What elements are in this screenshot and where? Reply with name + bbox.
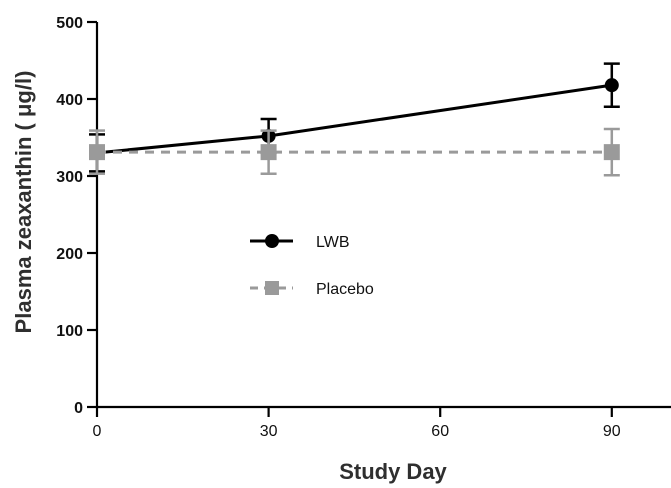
y-tick-label-200: 200 [56,246,83,263]
y-axis-title: Plasma zeaxanthin ( μg/l) [11,71,36,334]
point-lwb-90 [604,78,619,93]
y-tick-label-300: 300 [56,169,83,186]
legend-marker-lwb [265,234,279,248]
point-placebo-30 [260,144,277,161]
y-tick-label-100: 100 [56,323,83,340]
axes [95,22,671,409]
legend-item-placebo: Placebo [250,281,374,298]
y-tick-label-400: 400 [56,92,83,109]
point-placebo-90 [603,144,620,161]
legend: LWB Placebo [250,234,374,298]
x-tick-label-30: 30 [260,423,278,440]
y-tick-label-0: 0 [74,400,83,417]
y-axis-ticks: 0 100 200 300 400 500 [56,15,97,417]
legend-marker-placebo [265,281,279,295]
x-axis-ticks: 0 30 60 90 [93,407,621,440]
x-axis-title: Study Day [339,459,447,484]
x-tick-label-90: 90 [603,423,621,440]
series-placebo [89,127,620,177]
x-tick-label-0: 0 [93,423,102,440]
series-lwb [89,62,620,173]
legend-label-placebo: Placebo [316,281,374,298]
series-layer [89,62,620,177]
series-line-lwb [96,83,613,155]
y-tick-label-500: 500 [56,15,83,32]
x-tick-label-60: 60 [431,423,449,440]
legend-item-lwb: LWB [250,234,349,251]
point-placebo-0 [89,144,105,161]
legend-label-lwb: LWB [316,234,349,251]
